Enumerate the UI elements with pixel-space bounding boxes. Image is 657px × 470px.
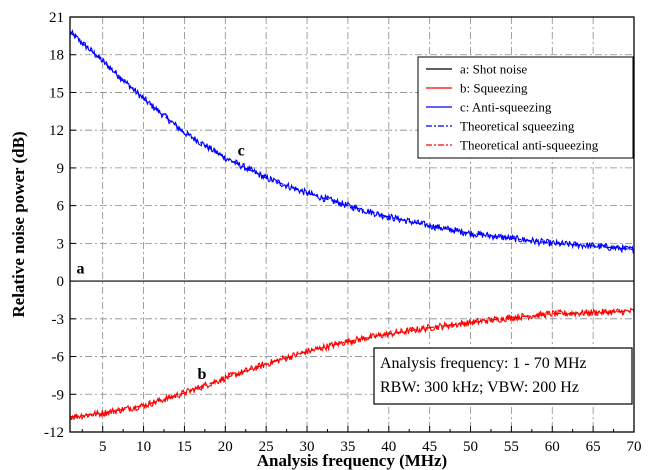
y-tick-label: -6 — [52, 350, 65, 366]
x-tick-label: 35 — [340, 439, 355, 455]
legend-entry: Theoretical squeezing — [460, 119, 575, 134]
x-tick-label: 30 — [300, 439, 315, 455]
legend-entry: a: Shot noise — [460, 62, 527, 77]
legend-entry: c: Anti-squeezing — [460, 100, 552, 115]
legend: a: Shot noise b: Squeezing c: Anti-squeezi… — [417, 56, 634, 159]
y-axis-title: Relative noise power (dB) — [9, 131, 28, 317]
axis-ticks: 5 10 15 20 25 30 35 40 45 50 55 60 65 70 -12 -9 -6 -3 0 3 6 9… — [44, 10, 642, 455]
info-line: Analysis frequency: 1 - 70 MHz — [380, 355, 587, 372]
curve-label-c: c — [238, 142, 245, 159]
x-axis-title: Analysis frequency (MHz) — [257, 451, 447, 470]
x-tick-label: 25 — [259, 439, 274, 455]
y-tick-label: -9 — [52, 387, 65, 403]
series-group — [69, 29, 635, 421]
y-tick-label: 12 — [49, 123, 64, 139]
info-box: Analysis frequency: 1 - 70 MHz RBW: 300 k… — [373, 347, 633, 405]
curve-labels: a b c — [77, 142, 245, 383]
series-line-2 — [69, 29, 635, 254]
y-tick-label: 21 — [49, 10, 64, 26]
legend-box — [417, 56, 634, 159]
x-tick-label: 15 — [177, 439, 192, 455]
x-tick-label: 55 — [504, 439, 519, 455]
y-tick-label: 0 — [57, 274, 65, 290]
y-tick-label: 6 — [57, 199, 65, 215]
y-tick-label: -12 — [44, 425, 64, 441]
x-tick-label: 45 — [422, 439, 437, 455]
x-tick-label: 10 — [136, 439, 151, 455]
curve-label-b: b — [198, 366, 207, 383]
series-line-1 — [69, 307, 635, 421]
curve-label-a: a — [77, 261, 85, 278]
info-line: RBW: 300 kHz; VBW: 200 Hz — [380, 379, 579, 396]
info-box-frame — [373, 347, 633, 405]
x-tick-label: 50 — [463, 439, 478, 455]
y-tick-label: 18 — [49, 48, 64, 64]
x-tick-label: 40 — [381, 439, 396, 455]
x-tick-label: 60 — [545, 439, 560, 455]
x-tick-label: 65 — [586, 439, 601, 455]
y-tick-label: 3 — [57, 236, 65, 252]
y-tick-label: -3 — [52, 312, 65, 328]
x-tick-label: 70 — [627, 439, 642, 455]
x-tick-label: 20 — [218, 439, 233, 455]
legend-entry: b: Squeezing — [460, 81, 528, 96]
legend-entry: Theoretical anti-squeezing — [460, 138, 599, 153]
y-tick-label: 15 — [49, 85, 64, 101]
y-tick-label: 9 — [57, 161, 65, 177]
plot-frame — [69, 16, 635, 433]
x-tick-label: 5 — [99, 439, 107, 455]
